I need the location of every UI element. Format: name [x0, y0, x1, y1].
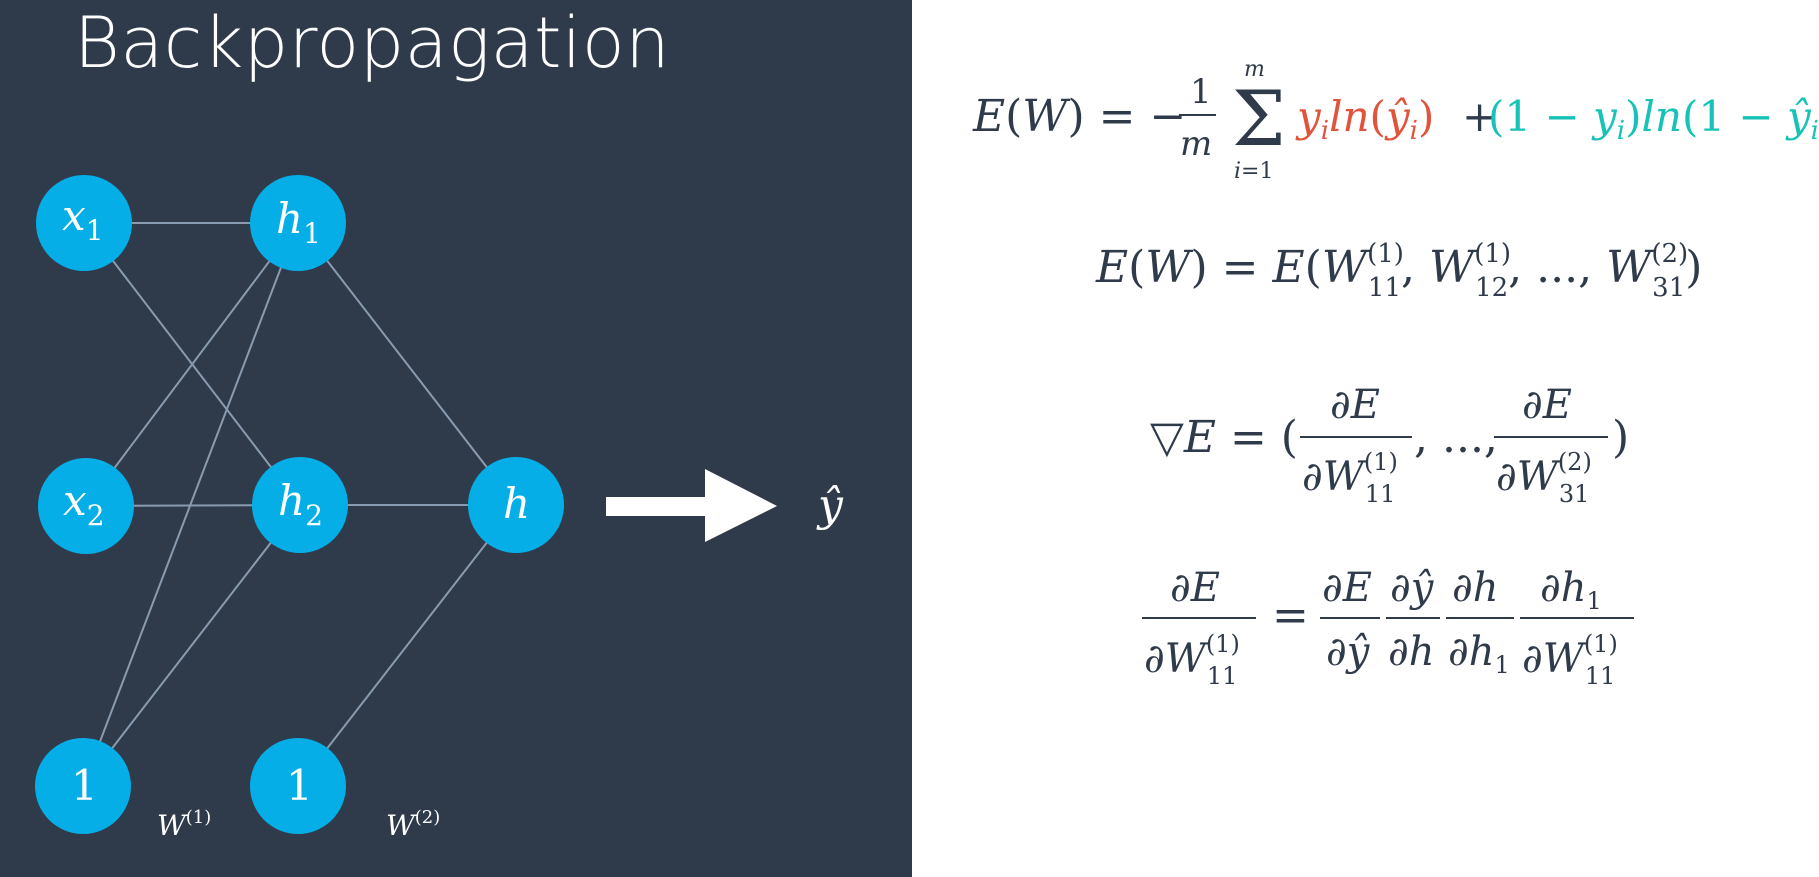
svg-text:∂E: ∂E: [1522, 382, 1572, 428]
svg-text:yiln(ŷi): yiln(ŷi): [1295, 92, 1434, 146]
svg-text:Σ: Σ: [1232, 74, 1286, 163]
svg-text:∂ŷ: ∂ŷ: [1390, 565, 1435, 611]
svg-text:∂h: ∂h: [1452, 565, 1498, 611]
svg-text:∂W(1)11: ∂W(1) 11: [1302, 448, 1398, 508]
svg-text:∂ŷ: ∂ŷ: [1326, 629, 1371, 675]
network-panel: [0, 0, 912, 877]
node-bias-hidden: [250, 738, 346, 834]
svg-text:∂h1: ∂h1: [1448, 629, 1510, 679]
svg-text:m: m: [1180, 124, 1212, 164]
svg-text:E(W) = E(W(1)11, W(1)12, ...,: E(W) = E(W(1) 11, W(1) 12, ..., W(2) 31): [1095, 239, 1702, 303]
prediction-y-hat: ŷ: [816, 480, 844, 531]
node-x2: [38, 458, 134, 554]
svg-text:∂h: ∂h: [1388, 629, 1434, 675]
edge-bias1-h2: [82, 504, 301, 787]
svg-text:1: 1: [1190, 72, 1212, 112]
weight-label-w2: W(2): [386, 807, 440, 842]
edge-bias1-h1: [82, 222, 299, 787]
node-x1: [36, 175, 132, 271]
svg-text:i=1: i=1: [1234, 159, 1273, 184]
weight-label-w1: W(1): [157, 807, 211, 842]
svg-text:∂W(1)11: ∂W(1) 11: [1144, 630, 1240, 690]
edge-bias2-h: [297, 504, 517, 787]
svg-text:, ...,: , ...,: [1414, 412, 1498, 463]
svg-text:∂E: ∂E: [1330, 382, 1380, 428]
label-bias-input: 1: [71, 761, 98, 810]
node-h2: [252, 457, 348, 553]
svg-text:∂W(2)31: ∂W(2) 31: [1496, 448, 1592, 508]
node-h1: [250, 175, 346, 271]
svg-text:): ): [1612, 412, 1629, 463]
svg-text:m: m: [1244, 57, 1265, 82]
svg-text:∂h1: ∂h1: [1540, 565, 1602, 615]
node-output-h: [468, 457, 564, 553]
svg-text:+: +: [1462, 92, 1497, 141]
arrow-icon: [606, 469, 777, 542]
svg-text:▽E = (: ▽E = (: [1150, 412, 1298, 463]
equation-error-function: E(W) = − 1 m m Σ i=1 yiln(ŷi) + (1 − yi)…: [972, 57, 1819, 184]
svg-text:∂W(1)11: ∂W(1) 11: [1522, 630, 1618, 690]
network-nodes: [35, 175, 564, 834]
node-bias-input: [35, 738, 131, 834]
svg-text:E(W) = −: E(W) = −: [972, 91, 1186, 142]
svg-text:∂E: ∂E: [1322, 565, 1372, 611]
equation-gradient: ▽E = ( ∂E ∂W(1) 11 , ..., ∂E ∂W(2) 31 ): [1150, 382, 1629, 508]
svg-text:=: =: [1272, 590, 1309, 641]
slide-title: Backpropagation: [74, 2, 671, 84]
equation-error-of-weights: E(W) = E(W(1) 11, W(1) 12, ..., W(2) 31): [1095, 239, 1702, 303]
equation-chain-rule: ∂E ∂W(1) 11 = ∂E ∂ŷ ∂ŷ ∂h ∂h ∂h1 ∂h1 ∂W(1…: [1142, 565, 1634, 690]
label-bias-hidden: 1: [286, 761, 313, 810]
svg-text:∂E: ∂E: [1170, 565, 1220, 611]
edge-h1-h: [297, 222, 517, 506]
edge-x2-h1: [85, 222, 299, 507]
svg-text:(1 − yi)ln(1 − ŷi): (1 − yi)ln(1 − ŷi): [1488, 92, 1819, 146]
label-output-h: h: [503, 479, 530, 528]
